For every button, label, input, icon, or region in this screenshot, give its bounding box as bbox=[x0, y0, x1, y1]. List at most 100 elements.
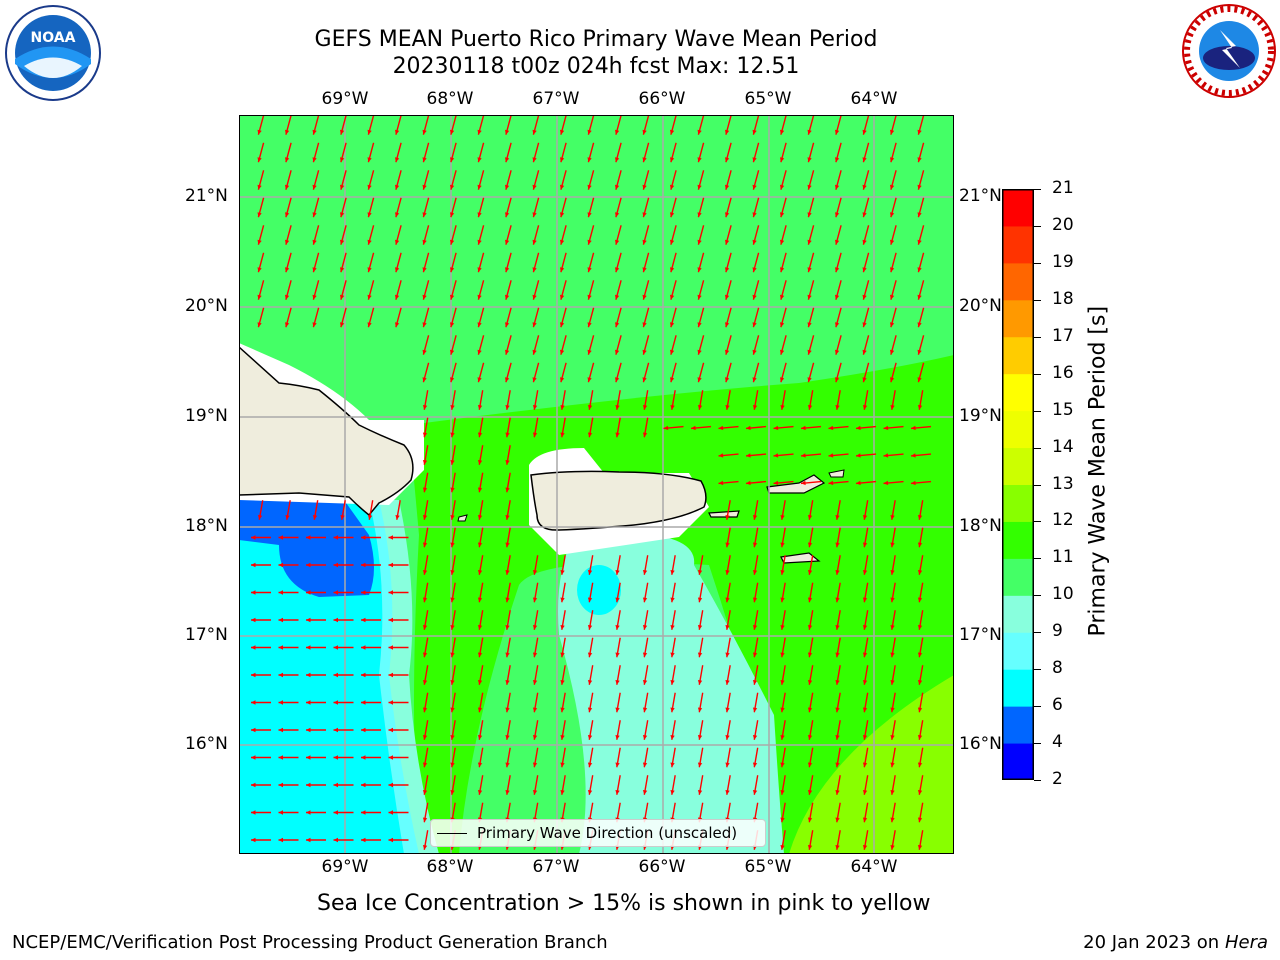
colorbar-tick-label: 16 bbox=[1052, 362, 1074, 383]
region-4-6-west bbox=[239, 500, 374, 597]
colorbar-segment bbox=[1002, 743, 1034, 781]
wave-arrow-head bbox=[587, 157, 592, 163]
wave-arrow-head bbox=[752, 294, 757, 300]
footer-right: 20 Jan 2023 on Hera bbox=[1083, 932, 1268, 953]
wave-arrow-head bbox=[642, 570, 648, 575]
wave-arrow-head bbox=[890, 597, 895, 603]
wave-arrow-head bbox=[890, 377, 895, 383]
lat-label-right: 19°N bbox=[959, 406, 1002, 426]
wave-arrow-head bbox=[560, 377, 565, 383]
wave-arrow-head bbox=[333, 590, 338, 595]
wave-arrow-head bbox=[532, 129, 537, 135]
wave-arrow-head bbox=[862, 817, 868, 823]
wave-arrow-head bbox=[807, 735, 813, 740]
wave-arrow-head bbox=[361, 700, 366, 705]
wave-arrow-head bbox=[780, 817, 785, 823]
wave-arrow-head bbox=[917, 597, 923, 603]
wave-arrow-head bbox=[697, 239, 702, 245]
wave-arrow-head bbox=[505, 157, 510, 163]
colorbar-title: Primary Wave Mean Period [s] bbox=[1085, 305, 1111, 637]
lat-label-right: 16°N bbox=[959, 734, 1002, 754]
wave-arrow-head bbox=[505, 570, 510, 575]
wave-arrow-head bbox=[697, 212, 702, 218]
wave-arrow-head bbox=[697, 322, 702, 328]
wave-arrow-head bbox=[828, 425, 834, 431]
wave-arrow-head bbox=[450, 184, 455, 190]
wave-arrow-head bbox=[450, 460, 455, 465]
wave-arrow-head bbox=[477, 597, 483, 603]
wave-arrow-head bbox=[306, 562, 311, 568]
wave-arrow-head bbox=[312, 184, 317, 190]
wave-arrow-head bbox=[642, 707, 648, 713]
wave-arrow-head bbox=[862, 542, 868, 548]
wave-arrow-head bbox=[450, 405, 455, 410]
wave-arrow-head bbox=[587, 294, 592, 300]
colorbar bbox=[1002, 189, 1034, 781]
wave-arrow-head bbox=[835, 542, 840, 548]
wave-arrow-head bbox=[450, 680, 455, 685]
wave-arrow-head bbox=[670, 129, 675, 135]
wave-arrow-head bbox=[278, 535, 283, 540]
wave-arrow-head bbox=[450, 542, 455, 548]
wave-arrow-head bbox=[725, 570, 730, 575]
wave-arrow-head bbox=[917, 405, 923, 410]
wave-arrow-head bbox=[361, 755, 366, 760]
wave-arrow-head bbox=[615, 184, 620, 190]
wave-arrow-head bbox=[862, 129, 867, 135]
wave-arrow-head bbox=[780, 625, 785, 630]
wave-arrow-head bbox=[560, 762, 565, 768]
lon-label-top: 66°W bbox=[638, 89, 686, 109]
colorbar-tick-label: 13 bbox=[1052, 473, 1074, 494]
wave-arrow-head bbox=[285, 212, 290, 218]
wave-arrow-head bbox=[780, 377, 785, 383]
wave-arrow-head bbox=[477, 790, 483, 795]
wave-arrow-head bbox=[587, 432, 593, 438]
wave-arrow-head bbox=[807, 817, 813, 823]
wave-arrow-head bbox=[615, 597, 620, 603]
wave-arrow-head bbox=[752, 542, 758, 548]
wave-arrow-head bbox=[883, 453, 889, 458]
wave-arrow-head bbox=[388, 645, 393, 650]
colorbar-tick-label: 8 bbox=[1052, 658, 1063, 679]
wave-arrow-head bbox=[752, 322, 757, 328]
wave-arrow-head bbox=[422, 515, 428, 520]
wave-arrow-head bbox=[422, 487, 428, 493]
wave-arrow-head bbox=[862, 267, 867, 273]
wave-arrow-head bbox=[505, 762, 510, 768]
wave-arrow-head bbox=[333, 727, 338, 733]
wave-arrow-head bbox=[670, 294, 675, 300]
colorbar-tick-mark bbox=[1034, 225, 1041, 227]
wave-arrow-head bbox=[890, 790, 895, 795]
wave-arrow-head bbox=[257, 184, 262, 190]
wave-arrow-head bbox=[532, 707, 538, 713]
wave-arrow-head bbox=[862, 597, 868, 603]
wave-arrow-head bbox=[505, 487, 510, 493]
wave-arrow-head bbox=[835, 349, 840, 355]
wave-arrow-head bbox=[285, 129, 290, 135]
wave-arrow-head bbox=[752, 762, 758, 768]
wave-arrow-head bbox=[505, 432, 510, 438]
wave-arrow-head bbox=[862, 349, 867, 355]
wave-arrow-head bbox=[560, 157, 565, 163]
wave-arrow-head bbox=[560, 294, 565, 300]
wave-arrow-head bbox=[505, 680, 510, 685]
wave-arrow-head bbox=[890, 625, 895, 630]
wave-arrow-head bbox=[642, 652, 648, 658]
wave-arrow-head bbox=[746, 480, 751, 486]
footer-left: NCEP/EMC/Verification Post Processing Pr… bbox=[12, 932, 608, 953]
wave-arrow-head bbox=[697, 762, 703, 768]
wave-arrow-head bbox=[890, 405, 895, 410]
wave-arrow-head bbox=[257, 212, 262, 218]
wave-arrow-head bbox=[505, 349, 510, 355]
wave-arrow-head bbox=[615, 570, 620, 575]
colorbar-tick-mark bbox=[1034, 447, 1041, 449]
wave-arrow-head bbox=[312, 212, 317, 218]
wave-arrow-head bbox=[532, 267, 537, 273]
wave-arrow-head bbox=[257, 515, 263, 520]
wave-arrow-head bbox=[890, 129, 895, 135]
wave-arrow-head bbox=[807, 707, 813, 713]
wave-arrow-head bbox=[257, 129, 262, 135]
wave-arrow-head bbox=[340, 184, 345, 190]
wave-arrow-head bbox=[780, 294, 785, 300]
wave-arrow-head bbox=[890, 762, 895, 768]
